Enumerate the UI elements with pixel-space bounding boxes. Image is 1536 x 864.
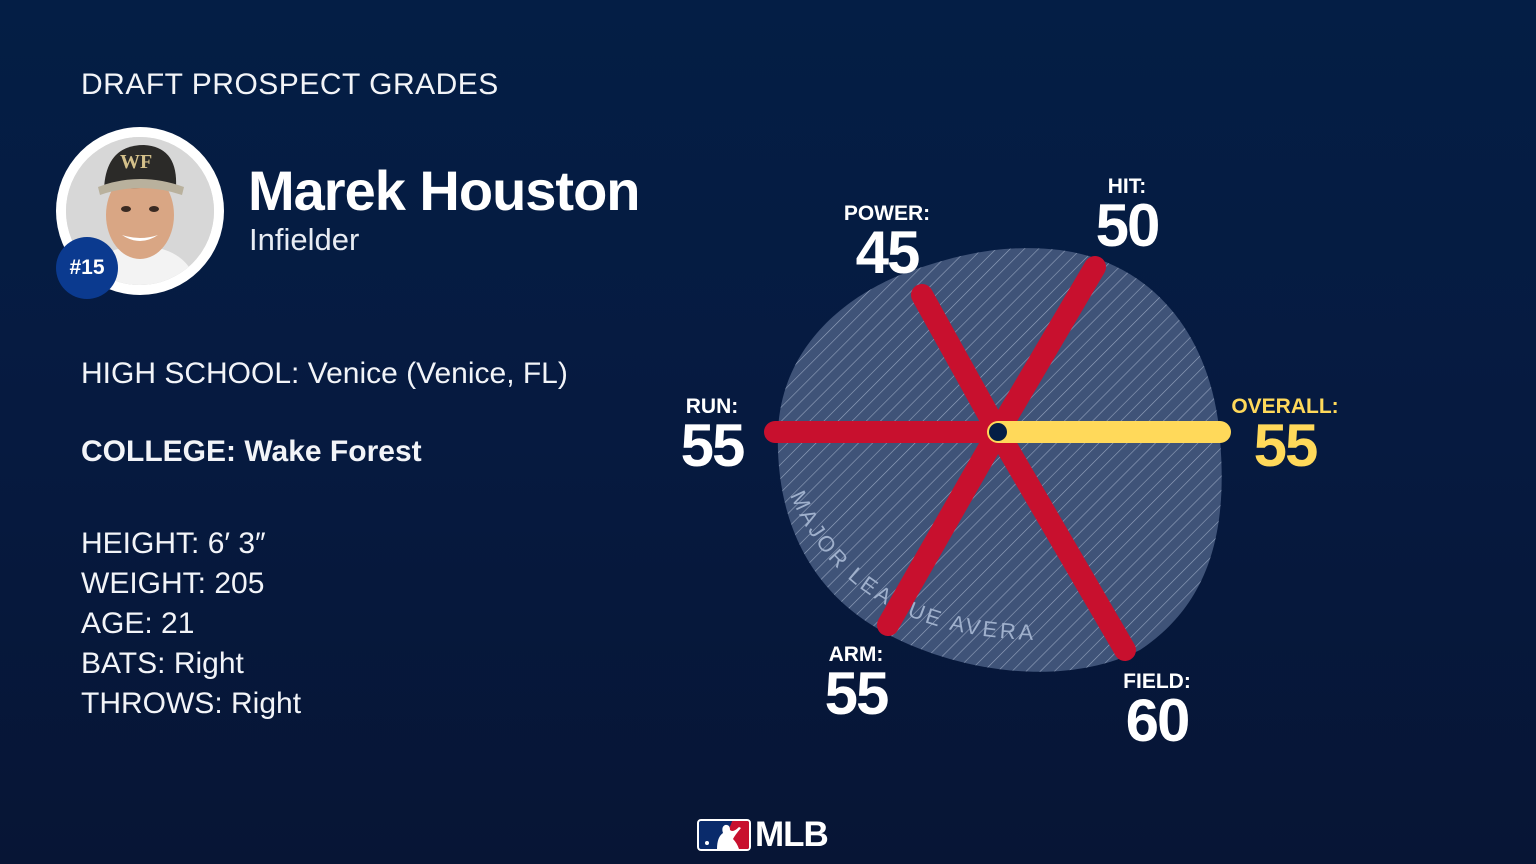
player-position: Infielder [249, 222, 360, 257]
college-value: Wake Forest [244, 435, 422, 468]
rank-badge: #15 [56, 237, 118, 299]
page-kicker: DRAFT PROSPECT GRADES [81, 68, 499, 101]
physical-stats: HEIGHT: 6′ 3″ WEIGHT: 205 AGE: 21 BATS: … [81, 524, 301, 724]
grade-label: POWER: [843, 202, 931, 225]
grade-overall: OVERALL: 55 [1222, 395, 1348, 479]
grade-power: POWER: 45 [826, 202, 948, 286]
stat-label: THROWS: [81, 687, 223, 720]
stat-weight: WEIGHT: 205 [81, 564, 301, 604]
center-dot [989, 423, 1007, 441]
stat-value: Right [173, 647, 244, 680]
stat-height: HEIGHT: 6′ 3″ [81, 524, 301, 564]
grade-hit: HIT: 50 [1068, 175, 1186, 259]
grade-value: 55 [824, 660, 890, 727]
spoke-hit [987, 256, 1106, 443]
stat-label: WEIGHT: [81, 567, 206, 600]
grade-arm: ARM: 55 [804, 643, 908, 727]
stat-value: Right [231, 687, 302, 720]
grade-label: OVERALL: [1231, 395, 1339, 418]
spoke-field [987, 421, 1136, 661]
grade-value: 60 [1125, 687, 1191, 754]
cap-logo: WF [120, 151, 153, 173]
spoke-arm [877, 421, 1009, 636]
mlb-wordmark: MLB [755, 815, 829, 854]
stat-bats: BATS: Right [81, 644, 301, 684]
grade-value: 45 [855, 219, 921, 286]
high-school-label: HIGH SCHOOL: [81, 357, 300, 390]
grade-value: 55 [680, 412, 746, 479]
stat-value: 205 [214, 567, 265, 600]
high-school-value: Venice (Venice, FL) [307, 357, 568, 390]
player-name: Marek Houston [248, 159, 640, 222]
stat-value: 21 [161, 607, 195, 640]
grade-label: RUN: [685, 395, 739, 418]
grade-label: HIT: [1107, 175, 1147, 198]
spoke-power [911, 284, 1009, 443]
mlb-batter-icon [697, 819, 751, 851]
mlb-logo: MLB [697, 815, 829, 855]
college-label: COLLEGE: [81, 435, 236, 468]
high-school-info: HIGH SCHOOL: Venice (Venice, FL) [81, 358, 581, 390]
college-info: COLLEGE: Wake Forest [81, 432, 422, 472]
major-league-average-area [777, 248, 1222, 672]
grade-field: FIELD: 60 [1104, 670, 1210, 754]
grade-value: 55 [1253, 412, 1319, 479]
grade-label: ARM: [828, 643, 884, 666]
stat-label: AGE: [81, 607, 153, 640]
stat-throws: THROWS: Right [81, 684, 301, 724]
grade-label: FIELD: [1123, 670, 1191, 693]
grade-value: 50 [1095, 192, 1161, 259]
stat-label: BATS: [81, 647, 166, 680]
stat-label: HEIGHT: [81, 527, 200, 560]
stat-value: 6′ 3″ [207, 527, 266, 560]
tool-spokes [764, 256, 1136, 661]
grade-run: RUN: 55 [660, 395, 764, 479]
stat-age: AGE: 21 [81, 604, 301, 644]
